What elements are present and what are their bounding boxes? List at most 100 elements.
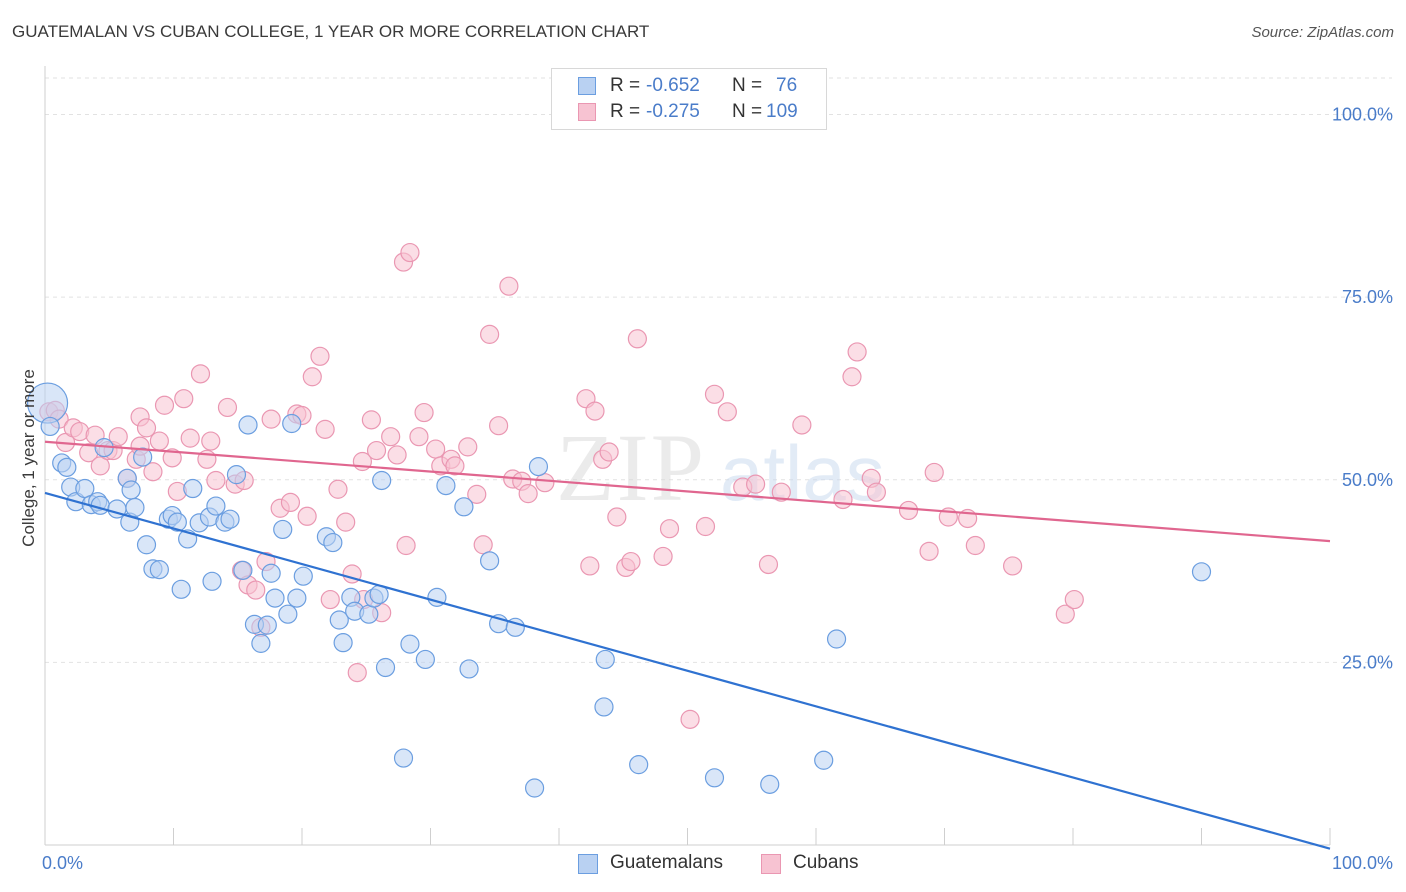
cubans-legend-label: Cubans (793, 852, 859, 873)
guatemalan-point (333, 633, 353, 653)
cuban-point (361, 410, 381, 430)
guatemalan-point (528, 457, 549, 477)
guatemalans-legend-swatch (578, 854, 598, 874)
cuban-point (924, 462, 944, 483)
guatemalan-point (415, 649, 435, 670)
guatemalan-point (629, 755, 649, 775)
guatemalan-point (454, 497, 474, 517)
guatemalan-point (459, 659, 479, 679)
n-label: N = (732, 101, 763, 122)
guatemalan-point (329, 610, 349, 630)
cuban-point (627, 329, 647, 349)
cuban-point (320, 589, 340, 610)
guatemalan-point (149, 560, 169, 580)
guatemalan-point (282, 413, 302, 434)
cuban-point (489, 416, 509, 436)
cuban-point (143, 462, 163, 482)
cuban-point (310, 346, 330, 366)
guatemalan-point (594, 697, 614, 717)
guatemalan-point (278, 604, 298, 624)
guatemalan-point (265, 588, 285, 608)
cuban-point (833, 489, 853, 510)
cuban-point (201, 431, 221, 451)
guatemalan-point (220, 509, 240, 529)
cuban-point (302, 367, 322, 387)
cuban-point (261, 409, 281, 429)
guatemalan-point (826, 629, 847, 649)
guatemalan-point (436, 476, 456, 496)
cuban-point (347, 663, 367, 683)
y-tick-label: 25.0% (1342, 652, 1393, 672)
guatemalan-point (233, 560, 253, 580)
cuban-point (473, 535, 493, 555)
cuban-point (758, 554, 779, 575)
guatemalan-point (257, 615, 277, 635)
guatemalan-point (323, 532, 343, 553)
guatemalan-point (359, 604, 379, 624)
cuban-point (792, 415, 812, 435)
stats-legend: R = -0.652 N = 76 R = -0.275 N = 109 (551, 68, 827, 130)
guatemalan-point (760, 774, 780, 794)
cubans-swatch (578, 103, 596, 121)
y-tick-label: 75.0% (1342, 287, 1393, 307)
cuban-point (154, 395, 175, 415)
r-label: R = (610, 101, 641, 122)
guatemalan-point (136, 535, 157, 555)
watermark-atlas: atlas (720, 429, 885, 517)
trend-lines (44, 440, 1331, 850)
guatemalan-point (167, 512, 187, 532)
cuban-point (108, 427, 128, 447)
n-value: 76 (776, 75, 798, 96)
guatemalan-point (287, 588, 307, 608)
tick-labels: 25.0% 50.0% 75.0% 100.0% 0.0% 100.0% (42, 105, 1393, 873)
cuban-point (580, 556, 600, 576)
cuban-point (400, 242, 420, 263)
guatemalan-point (40, 416, 60, 437)
cuban-point (518, 484, 538, 504)
r-value: -0.652 (646, 75, 700, 96)
cubans-legend-swatch (761, 854, 781, 874)
cuban-point (414, 402, 434, 423)
guatemalan-point (121, 480, 141, 500)
guatemalans-trend-line (44, 491, 1331, 850)
guatemalan-point (1191, 562, 1212, 582)
y-axis-label: College, 1 year or more (19, 369, 38, 547)
cuban-point (149, 431, 169, 451)
cuban-point (866, 482, 886, 502)
watermark-zip: ZIP (556, 414, 706, 521)
guatemalan-point (238, 415, 258, 435)
cuban-point (599, 442, 619, 462)
cuban-point (1003, 556, 1023, 576)
cuban-point (297, 506, 317, 526)
r-value: -0.275 (646, 101, 700, 122)
cuban-point (704, 384, 725, 404)
guatemalan-point (226, 465, 247, 485)
cuban-point (280, 492, 301, 513)
cuban-point (1055, 604, 1075, 624)
cuban-point (607, 507, 627, 527)
cuban-point (445, 456, 465, 476)
cuban-point (90, 456, 110, 476)
r-label: R = (610, 75, 641, 96)
y-tick-label: 100.0% (1332, 105, 1393, 125)
cuban-point (387, 445, 407, 465)
cuban-point (467, 484, 487, 504)
cuban-point (919, 541, 939, 561)
guatemalan-point (814, 750, 834, 770)
guatemalan-point (133, 447, 153, 467)
guatemalan-point (293, 566, 313, 586)
axes (44, 66, 1331, 846)
cuban-point (1064, 589, 1084, 610)
guatemalan-point (375, 657, 396, 678)
guatemalan-point (57, 457, 77, 477)
cuban-point (659, 519, 680, 539)
cuban-point (898, 500, 919, 521)
cuban-point (771, 482, 791, 502)
cuban-point (458, 437, 478, 457)
guatemalan-point (393, 748, 414, 768)
guatemalan-point (273, 519, 293, 540)
n-label: N = (732, 75, 763, 96)
cuban-point (409, 427, 429, 447)
cuban-point (396, 535, 416, 556)
